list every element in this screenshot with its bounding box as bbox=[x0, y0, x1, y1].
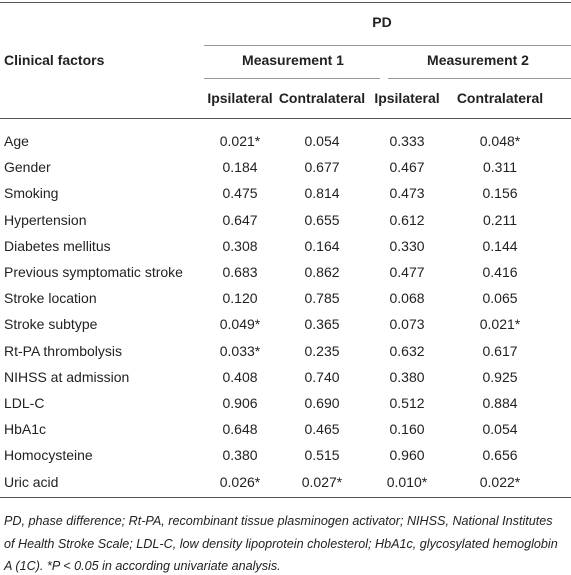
cell-value: 0.515 bbox=[304, 447, 340, 464]
row-label: Gender bbox=[4, 159, 51, 176]
cell-value: 0.632 bbox=[389, 342, 425, 359]
cell-value: 0.048* bbox=[479, 133, 521, 149]
cell-value: 0.814 bbox=[304, 185, 340, 202]
cell-value: 0.054 bbox=[482, 421, 518, 438]
cell-value: 0.473 bbox=[389, 185, 425, 202]
top-rule bbox=[0, 2, 571, 3]
cell-value: 0.026* bbox=[219, 473, 261, 490]
row-label: Stroke subtype bbox=[4, 316, 98, 333]
cell-value: 0.235 bbox=[304, 342, 340, 359]
cell-value: 0.156 bbox=[482, 185, 518, 202]
cell-value: 0.740 bbox=[304, 368, 340, 385]
row-label: Age bbox=[4, 133, 29, 149]
cell-value: 0.475 bbox=[222, 185, 258, 202]
cell-value: 0.333 bbox=[389, 133, 425, 149]
row-label: Homocysteine bbox=[4, 447, 93, 464]
cell-value: 0.021* bbox=[219, 133, 261, 149]
cell-value: 0.648 bbox=[222, 421, 258, 438]
group-header: PD bbox=[372, 14, 392, 30]
cell-value: 0.021* bbox=[479, 316, 521, 333]
sub-header: Contralateral bbox=[278, 90, 366, 106]
cell-value: 0.054 bbox=[304, 133, 340, 149]
cell-value: 0.330 bbox=[389, 237, 425, 254]
cell-value: 0.010* bbox=[386, 473, 428, 490]
cell-value: 0.120 bbox=[222, 290, 258, 307]
cell-value: 0.690 bbox=[304, 395, 340, 411]
cell-value: 0.512 bbox=[389, 395, 425, 411]
cell-value: 0.683 bbox=[222, 264, 258, 280]
row-label: NIHSS at admission bbox=[4, 368, 130, 385]
row-label: LDL-C bbox=[4, 395, 45, 411]
cell-value: 0.477 bbox=[389, 264, 425, 280]
cell-value: 0.612 bbox=[389, 211, 425, 228]
bottom-rule bbox=[0, 497, 571, 498]
measurement-header: Measurement 2 bbox=[427, 52, 529, 68]
row-label: Diabetes mellitus bbox=[4, 237, 111, 254]
cell-value: 0.380 bbox=[389, 368, 425, 385]
cell-value: 0.655 bbox=[304, 211, 340, 228]
cell-value: 0.073 bbox=[389, 316, 425, 333]
cell-value: 0.380 bbox=[222, 447, 258, 464]
cell-value: 0.647 bbox=[222, 211, 258, 228]
cell-value: 0.068 bbox=[389, 290, 425, 307]
cell-value: 0.211 bbox=[483, 211, 517, 228]
cell-value: 0.365 bbox=[304, 316, 340, 333]
cell-value: 0.785 bbox=[304, 290, 340, 307]
cell-value: 0.416 bbox=[482, 264, 518, 280]
cell-value: 0.960 bbox=[389, 447, 425, 464]
cell-value: 0.925 bbox=[482, 368, 518, 385]
cell-value: 0.906 bbox=[222, 395, 258, 411]
cell-value: 0.160 bbox=[389, 421, 425, 438]
cell-value: 0.465 bbox=[304, 421, 340, 438]
group-rule bbox=[204, 45, 571, 46]
cell-value: 0.656 bbox=[482, 447, 518, 464]
footnote: PD, phase difference; Rt-PA, recombinant… bbox=[4, 514, 558, 573]
cell-value: 0.408 bbox=[222, 368, 258, 385]
cell-value: 0.027* bbox=[301, 473, 343, 490]
sub-header: Ipsilateral bbox=[207, 90, 273, 106]
header-rule bbox=[0, 118, 571, 119]
cell-value: 0.884 bbox=[482, 395, 518, 411]
row-label: Smoking bbox=[4, 185, 59, 202]
cell-value: 0.022* bbox=[479, 473, 521, 490]
row-label: Hypertension bbox=[4, 211, 87, 228]
row-label: Uric acid bbox=[4, 473, 59, 490]
measurement-rule bbox=[388, 78, 571, 79]
cell-value: 0.677 bbox=[304, 159, 340, 176]
cell-value: 0.311 bbox=[483, 159, 517, 176]
cell-value: 0.862 bbox=[304, 264, 340, 280]
sub-header: Ipsilateral bbox=[374, 90, 440, 106]
row-header: Clinical factors bbox=[4, 52, 105, 68]
cell-value: 0.184 bbox=[222, 159, 258, 176]
sub-header: Contralateral bbox=[456, 90, 544, 106]
cell-value: 0.467 bbox=[389, 159, 425, 176]
cell-value: 0.308 bbox=[222, 237, 258, 254]
cell-value: 0.144 bbox=[482, 237, 518, 254]
cell-value: 0.033* bbox=[219, 342, 261, 359]
row-label: Rt-PA thrombolysis bbox=[4, 342, 122, 359]
cell-value: 0.617 bbox=[482, 342, 518, 359]
row-label: Stroke location bbox=[4, 290, 97, 307]
cell-value: 0.065 bbox=[482, 290, 518, 307]
row-label: HbA1c bbox=[4, 421, 47, 438]
row-label: Previous symptomatic stroke bbox=[4, 264, 183, 280]
cell-value: 0.049* bbox=[219, 316, 261, 333]
measurement-rule bbox=[204, 78, 380, 79]
measurement-header: Measurement 1 bbox=[242, 52, 344, 68]
cell-value: 0.164 bbox=[304, 237, 340, 254]
